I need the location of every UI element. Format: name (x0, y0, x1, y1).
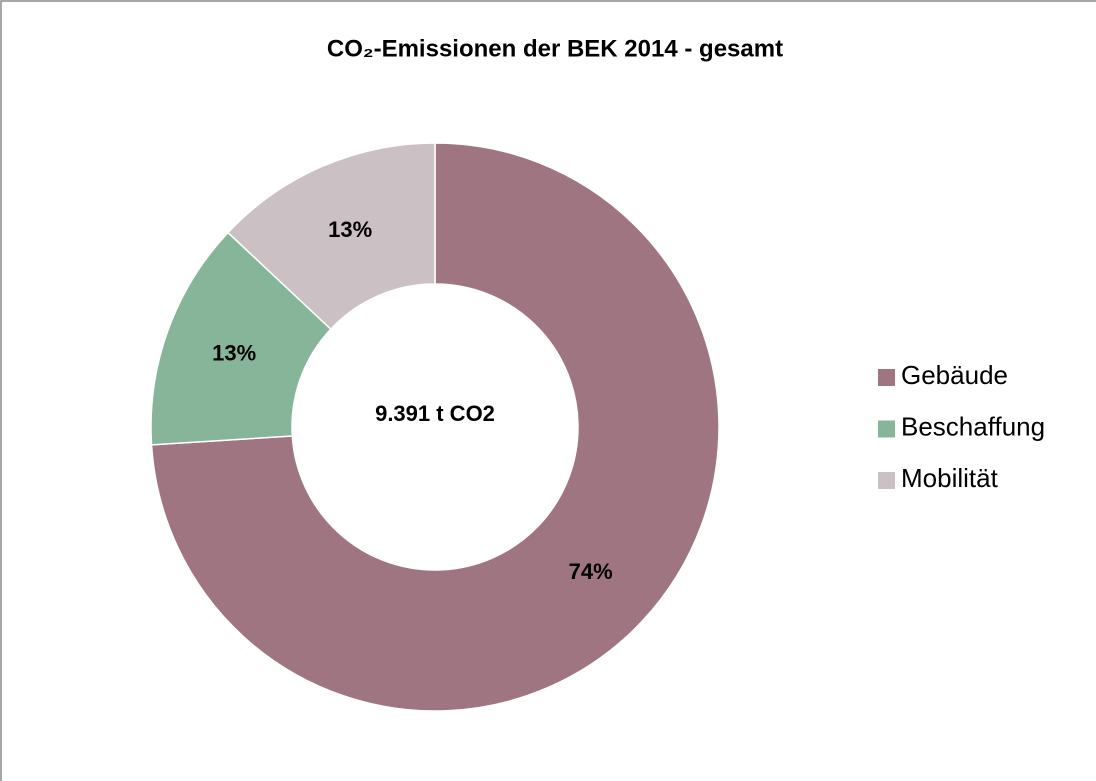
data-label: 13% (212, 340, 256, 365)
legend-label: Beschaffung (901, 411, 1045, 441)
data-label: 13% (328, 217, 372, 242)
data-label: 74% (569, 559, 613, 584)
donut-slice (150, 142, 720, 712)
donut-slice (150, 231, 332, 446)
legend-label: Mobilität (901, 463, 999, 493)
chart-title: CO₂-Emissionen der BEK 2014 - gesamt (327, 35, 783, 62)
legend-swatch (878, 420, 895, 438)
donut-slice (226, 142, 436, 331)
legend-swatch (878, 369, 895, 386)
legend-label: Gebäude (901, 360, 1008, 390)
center-label: 9.391 t CO2 (375, 401, 495, 426)
legend-swatch (878, 472, 895, 489)
